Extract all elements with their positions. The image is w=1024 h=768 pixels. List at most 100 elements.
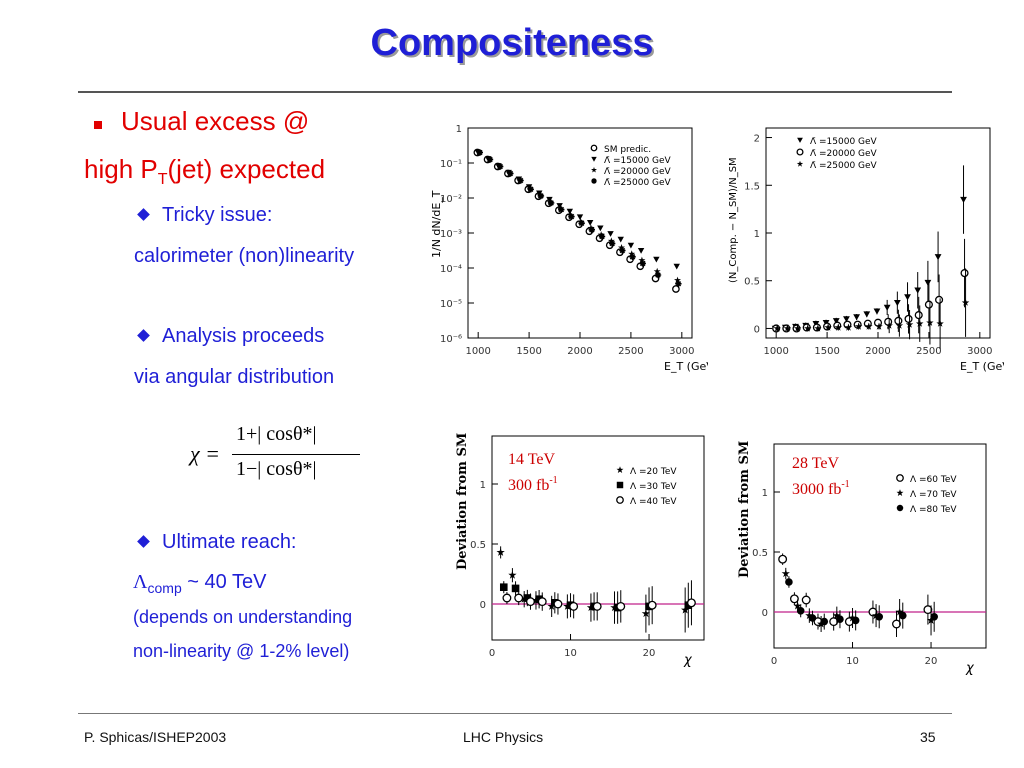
data-point-40-tev [647,600,657,610]
data-point-60-tev [801,595,811,605]
data-point-25000-gev [629,253,636,260]
data-point-25000-gev [783,324,792,332]
data-point-25000-gev [926,318,934,326]
analysis-label: Analysis proceeds [137,325,324,348]
x-tick-label: 0 [771,656,777,667]
legend-marker [591,166,597,173]
data-point-25000-gev [568,213,575,220]
plot-frame [765,127,991,339]
y-axis-label: Deviation from SM [455,433,470,570]
y-tick-label: 10⁻² [440,194,462,205]
data-point-25000-gev [517,177,524,184]
data-point-15000-gev [673,263,680,270]
legend-marker [796,148,804,156]
data-point-80-tev [836,615,844,623]
x-tick-label: 1500 [516,346,541,357]
y-tick-label: 10⁻¹ [440,159,462,170]
data-point-20-tev [641,609,651,618]
legend-marker [896,474,904,482]
data-point-25000-gev [773,324,781,332]
data-point-40-tev [569,601,579,611]
footer-divider [78,713,952,714]
et-spectrum-plot: 1000 1500 2000 2500 3000 1 10⁻¹ 10⁻² 10⁻³ 10⁻⁴ 10⁻… [428,118,718,380]
x-tick-label: 2000 [865,346,890,357]
formula-lhs: χ = [190,441,221,466]
legend-label: Λ =70 TeV [910,490,957,500]
data-point-20000-gev [914,311,923,320]
footer-course: LHC Physics [463,729,544,745]
data-point-20000-gev [587,224,595,232]
main-bullet-marker [94,121,102,129]
y-axis-label: (N_Comp. − N_SM)/N_SM [728,157,739,283]
data-point-20000-gev [924,300,933,309]
tricky-issue-detail: calorimeter (non)linearity [134,245,355,267]
data-point-15000-gev [607,231,614,237]
data-point-25000-gev [598,233,606,240]
legend-marker [616,466,624,473]
y-tick-label: 10⁻⁴ [440,264,462,275]
data-point-80-tev [808,614,817,622]
x-tick-label: 1000 [465,346,490,357]
data-point-15000-gev [934,254,942,261]
formula-denominator: 1−| cosθ*| [236,458,317,480]
data-point-25000-gev [936,319,944,327]
x-tick-label: 3000 [967,346,992,357]
legend-marker [896,489,904,496]
data-point-25000-gev [654,271,662,279]
data-point-25000-gev [639,260,646,267]
data-point-15000-gev [586,219,594,226]
data-point-80-tev [851,616,860,625]
legend-marker [796,160,804,167]
y-tick-label: 10⁻³ [440,229,462,240]
data-point-20000-gev [960,269,969,278]
data-point-30-tev [499,583,508,591]
data-point-15000-gev [556,203,563,209]
data-point-20000-gev [884,317,893,326]
data-point-40-tev [537,597,547,607]
legend-label: Λ̄ =15000 GeV [604,156,672,166]
x-axis-label: E_T (GeV) [960,360,1004,373]
data-point-15000-gev [653,256,660,263]
data-point-70-tev [926,616,936,624]
data-point-80-tev [820,617,829,626]
data-point-25000-gev [558,206,565,213]
data-point-60-tev [789,594,799,604]
data-point-70-tev [832,611,841,620]
data-point-20-tev [496,548,505,556]
ratio-svg: 1000 1500 2000 2500 3000 0 0.5 1 1.5 2 Λ̄ =15000 G… [728,127,1014,373]
data-point-80-tev [875,613,884,621]
data-point-25000-gev [844,323,853,331]
data-point-40-tev [526,597,535,607]
data-point-25000-gev [834,323,842,331]
data-point-20000-gev [674,276,681,284]
data-point-25000-gev [961,298,970,306]
data-point-40-tev [616,601,626,611]
data-point-25000-gev [527,186,534,193]
data-point-20000-gev [904,314,913,323]
legend-marker [797,137,803,143]
data-point-15000-gev [597,225,604,232]
data-point-15000-gev [960,196,967,203]
analysis-detail: via angular distribution [134,366,335,388]
data-point-25000-gev [547,199,555,207]
x-tick-label: 3000 [669,346,694,357]
legend-label: Λ =30 TeV [630,482,677,492]
data-point-30-tev [511,584,520,593]
ultimate-reach-label: Ultimate reach: [137,531,297,554]
formula-numerator: 1+| cosθ*| [236,423,317,445]
data-point-40-tev [553,599,563,609]
data-point-20-tev [681,605,690,614]
data-point-25000-gev [793,324,802,332]
data-point-40-tev [514,593,524,603]
legend-marker [896,504,904,512]
diamond-bullet-icon [137,535,150,548]
x-tick-label: 20 [643,648,656,659]
x-tick-label: 20 [925,656,938,667]
data-point-60-tev [868,607,878,617]
data-point-20000-gev [935,295,944,304]
data-point-60-tev [778,554,788,564]
data-point-25000-gev [496,163,504,170]
data-point-15000-gev [546,196,553,203]
data-point-40-tev [502,593,512,603]
